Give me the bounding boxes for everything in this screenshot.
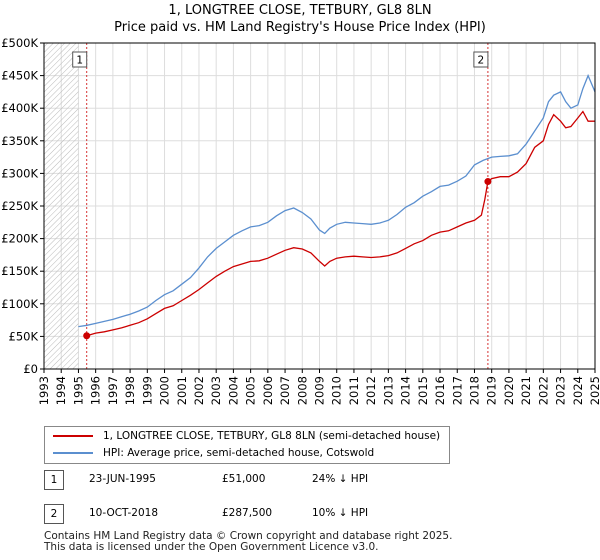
hpi-series-line bbox=[78, 73, 596, 328]
grid-lines bbox=[43, 42, 596, 370]
y-tick-label: £500K bbox=[1, 36, 38, 50]
sale-points bbox=[83, 178, 492, 340]
y-tick-label: £400K bbox=[1, 101, 38, 115]
footer-line-2: This data is licensed under the Open Gov… bbox=[44, 541, 379, 553]
sale-annotation-box bbox=[473, 51, 489, 68]
x-tick-label: 2012 bbox=[364, 376, 378, 405]
sale-price: £51,000 bbox=[222, 473, 266, 485]
x-tick-label: 1999 bbox=[140, 376, 154, 405]
x-tick-label: 2023 bbox=[554, 376, 568, 405]
x-tick-label: 2025 bbox=[588, 376, 600, 405]
sale-number-badge: 1 bbox=[44, 470, 64, 490]
x-tick-label: 2018 bbox=[467, 376, 481, 405]
chart-title-line1: 1, LONGTREE CLOSE, TETBURY, GL8 8LN bbox=[168, 3, 432, 18]
sale-hpi-diff: 24% ↓ HPI bbox=[312, 473, 369, 485]
y-tick-label: £100K bbox=[1, 297, 38, 311]
x-tick-label: 2014 bbox=[399, 376, 413, 405]
sale-price: £287,500 bbox=[222, 507, 273, 519]
x-tick-label: 2024 bbox=[571, 376, 585, 405]
x-tick-label: 2008 bbox=[295, 376, 309, 405]
x-tick-label: 2013 bbox=[381, 376, 395, 405]
x-tick-label: 2006 bbox=[261, 376, 275, 405]
y-tick-label: £0 bbox=[23, 362, 38, 376]
x-tick-label: 1993 bbox=[37, 376, 51, 405]
y-tick-label: £200K bbox=[1, 232, 38, 246]
sale-hpi-diff: 10% ↓ HPI bbox=[312, 507, 369, 519]
x-tick-label: 1996 bbox=[89, 376, 103, 405]
footer-attribution: Contains HM Land Registry data © Crown c… bbox=[44, 531, 452, 553]
x-tick-label: 2010 bbox=[330, 376, 344, 405]
sale-row: 1 23-JUN-1995 £51,000 24% ↓ HPI bbox=[44, 470, 564, 490]
x-tick-label: 2020 bbox=[502, 376, 516, 405]
y-tick-label: £300K bbox=[1, 166, 38, 180]
x-tick-label: 1997 bbox=[106, 376, 120, 405]
x-tick-label: 2015 bbox=[416, 376, 430, 405]
x-tick-label: 2021 bbox=[519, 376, 533, 405]
legend-label-property: 1, LONGTREE CLOSE, TETBURY, GL8 8LN (sem… bbox=[103, 430, 441, 442]
sale-annotation-label: 1 bbox=[76, 55, 83, 67]
sale-point bbox=[83, 332, 91, 340]
y-tick-label: £150K bbox=[1, 264, 38, 278]
x-tick-label: 2009 bbox=[313, 376, 327, 405]
x-tick-label: 2001 bbox=[175, 376, 189, 405]
x-tick-label: 2005 bbox=[244, 376, 258, 405]
x-tick-label: 2022 bbox=[536, 376, 550, 405]
x-tick-label: 2019 bbox=[485, 376, 499, 405]
pre-data-hatch-region bbox=[44, 43, 79, 369]
x-tick-label: 2000 bbox=[158, 376, 172, 405]
legend-label-hpi: HPI: Average price, semi-detached house,… bbox=[103, 447, 375, 459]
y-axis-ticks: £0 £50K £100K £150K £200K £250K £300K £350K £400… bbox=[1, 36, 44, 376]
sale-annotation-box bbox=[72, 51, 88, 68]
sale-row: 2 10-OCT-2018 £287,500 10% ↓ HPI bbox=[44, 504, 564, 524]
sale-date: 10-OCT-2018 bbox=[89, 507, 158, 519]
footer-line-1: Contains HM Land Registry data © Crown c… bbox=[44, 530, 453, 542]
x-tick-label: 2002 bbox=[192, 376, 206, 405]
legend: 1, LONGTREE CLOSE, TETBURY, GL8 8LN (sem… bbox=[44, 426, 450, 464]
chart-plot: £0 £50K £100K £150K £200K £250K £300K £350K £400… bbox=[1, 36, 600, 405]
y-tick-label: £50K bbox=[9, 329, 39, 343]
sale-point bbox=[484, 178, 492, 186]
y-tick-label: £250K bbox=[1, 199, 38, 213]
sale-date: 23-JUN-1995 bbox=[89, 473, 156, 485]
sale-annotation-label: 2 bbox=[478, 55, 485, 67]
x-tick-label: 1994 bbox=[54, 376, 68, 405]
x-tick-label: 2007 bbox=[278, 376, 292, 405]
x-tick-label: 2003 bbox=[209, 376, 223, 405]
chart-title-line2: Price paid vs. HM Land Registry's House … bbox=[114, 20, 486, 35]
legend-swatch-hpi bbox=[53, 452, 93, 454]
y-tick-label: £350K bbox=[1, 134, 38, 148]
legend-swatch-property bbox=[53, 435, 93, 437]
x-tick-label: 2016 bbox=[433, 376, 447, 405]
x-tick-label: 1998 bbox=[123, 376, 137, 405]
x-axis-ticks: 1993 1994 1995 1996 1997 1998 1999 2000 2001 2002… bbox=[37, 369, 600, 405]
x-tick-label: 2011 bbox=[347, 376, 361, 405]
x-tick-label: 1995 bbox=[71, 376, 85, 405]
property-series-line bbox=[86, 110, 595, 337]
x-tick-label: 2004 bbox=[226, 376, 240, 405]
x-tick-label: 2017 bbox=[450, 376, 464, 405]
y-tick-label: £450K bbox=[1, 69, 38, 83]
sale-number-badge: 2 bbox=[44, 504, 64, 524]
